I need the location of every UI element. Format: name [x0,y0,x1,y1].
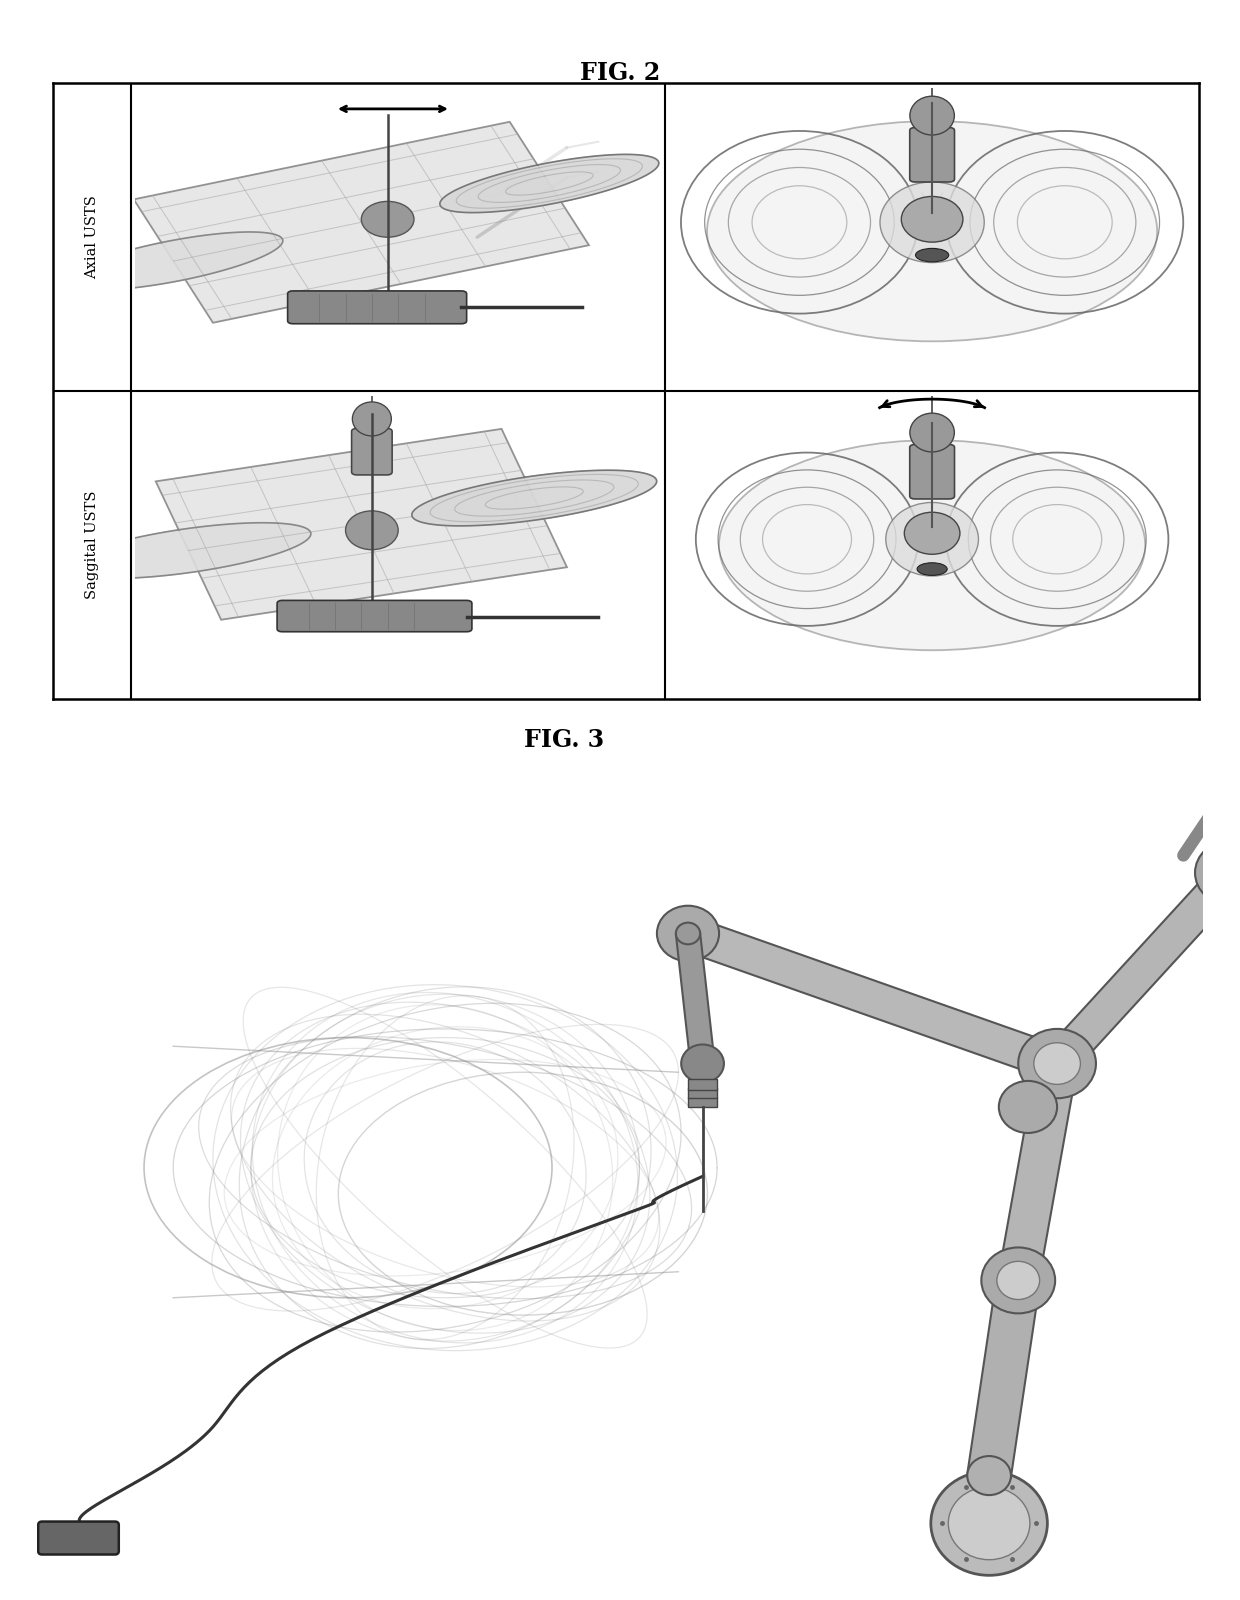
Circle shape [967,1456,1011,1494]
Circle shape [1214,856,1240,890]
Polygon shape [66,523,311,578]
FancyBboxPatch shape [352,429,392,475]
Polygon shape [1043,862,1240,1074]
Polygon shape [998,1061,1078,1283]
FancyBboxPatch shape [277,600,472,632]
FancyBboxPatch shape [910,128,955,182]
Ellipse shape [910,96,955,134]
Polygon shape [412,470,657,526]
Ellipse shape [910,413,955,451]
Circle shape [681,1045,724,1083]
Ellipse shape [901,197,963,242]
Text: FIG. 2: FIG. 2 [580,61,660,85]
Circle shape [691,1053,714,1075]
Circle shape [1038,1046,1076,1082]
Circle shape [998,1262,1039,1299]
Circle shape [1034,1043,1080,1085]
Polygon shape [156,429,567,619]
Circle shape [1205,848,1240,898]
FancyBboxPatch shape [38,1522,119,1555]
Text: FIG. 3: FIG. 3 [525,728,604,752]
Polygon shape [134,122,589,323]
Polygon shape [681,917,1064,1080]
FancyBboxPatch shape [288,291,466,323]
Polygon shape [64,232,283,290]
Bar [688,1078,717,1090]
Circle shape [949,1486,1030,1560]
Text: Axial USTS: Axial USTS [86,195,99,278]
Bar [688,1088,717,1098]
Circle shape [999,1082,1058,1133]
Polygon shape [676,933,714,1064]
Ellipse shape [880,182,985,262]
Ellipse shape [719,440,1146,650]
Circle shape [657,906,719,962]
Circle shape [997,1261,1040,1299]
Polygon shape [440,155,658,213]
Ellipse shape [361,202,414,237]
Bar [688,1096,717,1107]
Circle shape [676,923,701,944]
Circle shape [1195,840,1240,906]
Circle shape [1018,1029,1096,1098]
Circle shape [1037,1045,1078,1082]
Ellipse shape [918,563,947,576]
Ellipse shape [904,512,960,554]
Text: Saggital USTS: Saggital USTS [86,491,99,600]
Circle shape [997,1261,1039,1299]
FancyBboxPatch shape [910,445,955,499]
Ellipse shape [346,510,398,550]
Circle shape [931,1472,1048,1576]
Ellipse shape [885,502,978,576]
Circle shape [1039,1046,1075,1080]
Circle shape [981,1248,1055,1314]
Ellipse shape [352,402,392,435]
Circle shape [668,917,708,950]
Polygon shape [967,1278,1040,1478]
Ellipse shape [915,248,949,262]
Ellipse shape [707,122,1157,341]
